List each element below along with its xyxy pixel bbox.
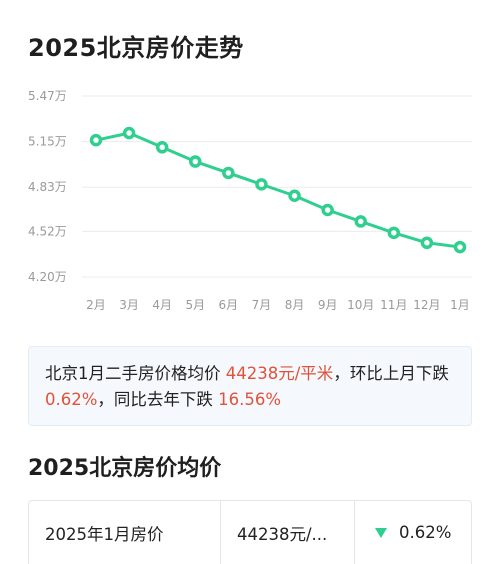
data-point: [155, 141, 169, 154]
summary-yoy-label: ，同比去年下跌: [97, 390, 219, 409]
section-title: 2025北京房价均价: [28, 456, 222, 481]
y-tick-label: 4.52万: [28, 224, 67, 238]
data-point: [122, 126, 136, 140]
period-cell: 2025年1月房价: [29, 501, 221, 564]
price-trend-line-chart: 5.47万 5.15万 4.83万 4.52万 4.20万 2月 3月 4月 5月 6月 7月 8月…: [28, 89, 472, 312]
data-point: [420, 236, 434, 250]
data-point: [354, 215, 367, 228]
price-series-line: [94, 131, 462, 249]
data-point: [453, 240, 467, 254]
y-tick-label: 5.47万: [28, 89, 67, 103]
y-tick-label: 5.15万: [28, 135, 67, 149]
x-tick-label: 7月: [252, 298, 272, 312]
change-value: 0.62%: [399, 523, 452, 542]
price-cell: 44238元/...: [221, 501, 355, 564]
x-tick-label: 4月: [152, 298, 172, 312]
x-tick-label: 5月: [185, 298, 205, 312]
price-summary-box: 北京1月二手房价格均价 44238元/平米，环比上月下跌 0.62%，同比去年下…: [28, 346, 472, 426]
x-tick-label: 12月: [413, 298, 440, 312]
data-point: [89, 133, 103, 147]
x-tick-label: 2月: [86, 298, 106, 312]
x-tick-label: 8月: [285, 298, 305, 312]
page-title: 2025北京房价走势: [28, 34, 244, 62]
down-arrow-icon: [375, 527, 387, 538]
x-tick-label: 6月: [219, 298, 239, 312]
summary-mom-value: 0.62%: [45, 390, 98, 409]
summary-yoy-value: 16.56%: [218, 390, 282, 409]
price-table-row: 2025年1月房价 44238元/... 0.62%: [28, 500, 472, 564]
data-point: [321, 203, 334, 217]
summary-price: 44238元/平米: [225, 364, 334, 383]
y-tick-label: 4.20万: [28, 270, 67, 284]
x-tick-label: 1月: [450, 298, 470, 312]
data-point: [288, 189, 301, 203]
summary-prefix: 北京1月二手房价格均价: [45, 364, 226, 383]
change-cell: 0.62%: [355, 501, 471, 564]
data-point: [222, 166, 235, 180]
x-tick-label: 3月: [119, 298, 139, 312]
x-tick-label: 10月: [347, 298, 374, 312]
summary-mom-label: ，环比上月下跌: [333, 364, 449, 383]
data-point: [189, 155, 202, 168]
x-tick-label: 11月: [380, 298, 407, 312]
x-tick-label: 9月: [318, 298, 338, 312]
data-point: [387, 226, 401, 240]
data-point: [255, 178, 268, 191]
y-tick-label: 4.83万: [28, 180, 67, 194]
